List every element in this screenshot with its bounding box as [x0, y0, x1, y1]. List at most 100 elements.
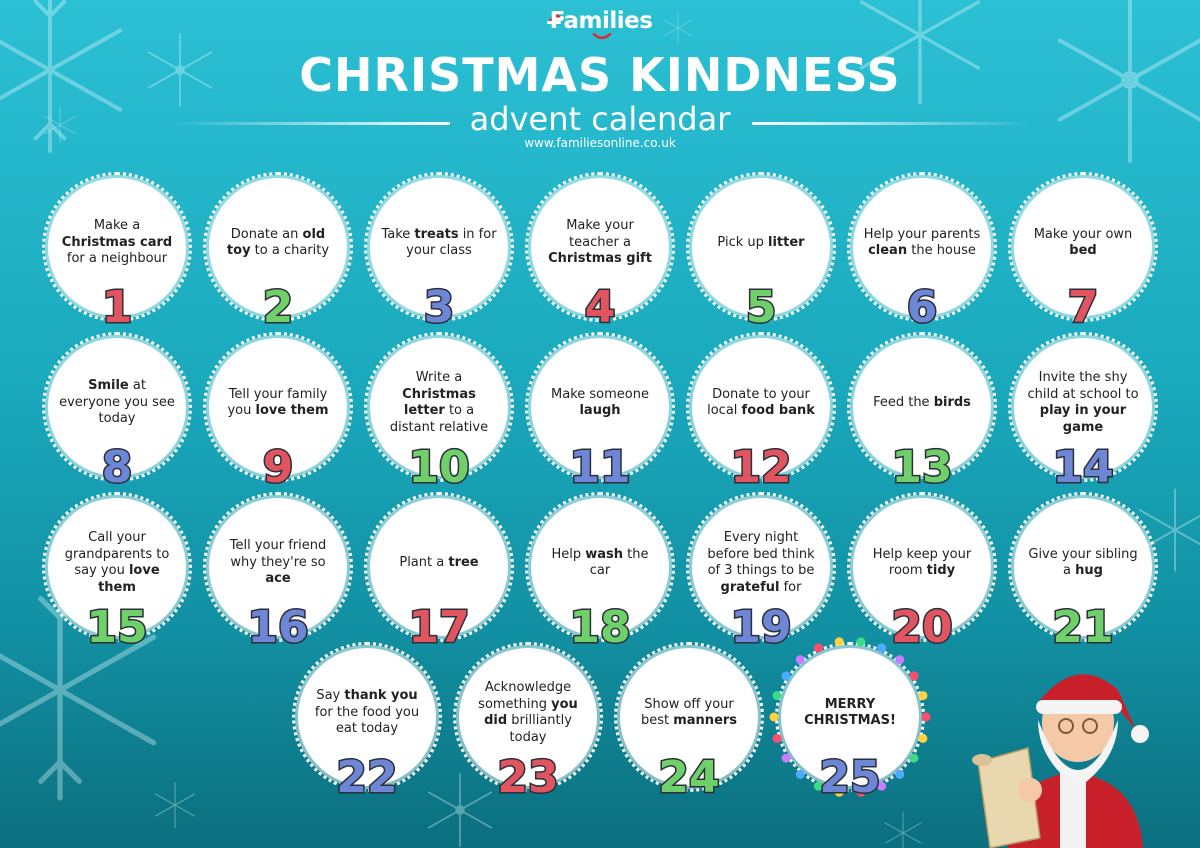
task-highlight: love them — [255, 403, 329, 418]
advent-day-3: Take treats in for your class 3 — [364, 172, 514, 338]
day-task: Tell your family you love them — [219, 360, 337, 446]
day-number: 22 — [335, 751, 399, 805]
day-number: 3 — [422, 281, 456, 335]
task-text: Take — [381, 226, 415, 242]
task-text: Pick up — [717, 234, 769, 250]
day-number: 9 — [261, 441, 295, 495]
day-circle — [525, 332, 675, 482]
advent-day-20: Help keep your room tidy 20 — [847, 492, 997, 658]
day-task: Plant a tree — [380, 520, 498, 606]
day-circle — [203, 332, 353, 482]
task-highlight: old toy — [226, 226, 326, 259]
day-circle — [292, 642, 442, 792]
day-number: 10 — [407, 441, 471, 495]
task-highlight: play in your game — [1039, 403, 1127, 435]
task-highlight: ace — [265, 571, 291, 587]
task-highlight: tree — [448, 554, 479, 570]
advent-day-5: Pick up litter 5 — [686, 172, 836, 338]
task-highlight: thank you — [344, 688, 418, 704]
day-number: 23 — [496, 751, 560, 805]
day-circle — [686, 172, 836, 322]
task-text: Say — [316, 688, 345, 704]
day-number: 25 — [818, 751, 882, 805]
task-text: Tell your family you — [227, 386, 328, 419]
day-number: 15 — [85, 601, 149, 655]
advent-day-16: Tell your friend why they're so ace 16 — [203, 492, 353, 658]
advent-day-4: Make your teacher a Christmas gift 4 — [525, 172, 675, 338]
task-highlight: MERRY CHRISTMAS! — [804, 696, 896, 729]
day-task: Give your sibling a hug — [1024, 520, 1142, 606]
day-number: 2 — [261, 281, 295, 335]
task-highlight: Christmas gift — [548, 251, 652, 267]
task-highlight: birds — [933, 394, 971, 410]
task-text: brilliantly today — [507, 713, 572, 745]
santa-illustration — [972, 674, 1149, 848]
snowflake-icon — [1057, 0, 1200, 163]
divider — [170, 122, 450, 125]
page-title: CHRISTMAS KINDNESS — [299, 48, 901, 102]
advent-day-13: Feed the birds 13 — [847, 332, 997, 498]
day-task: Write a Christmas letter to a distant re… — [380, 360, 498, 446]
day-task: Every night before bed think of 3 things… — [702, 520, 820, 606]
advent-day-21: Give your sibling a hug 21 — [1008, 492, 1158, 658]
day-circle — [847, 172, 997, 322]
task-text: Donate an — [230, 226, 303, 242]
task-text: Every night before bed think of 3 things… — [707, 530, 815, 578]
advent-day-19: Every night before bed think of 3 things… — [686, 492, 836, 658]
day-circle — [847, 492, 997, 642]
task-text: Call your grandparents to say you — [64, 530, 170, 578]
fairy-lights-icon — [769, 637, 931, 797]
day-number: 1 — [100, 281, 134, 335]
day-number: 20 — [890, 601, 954, 655]
day-number: 18 — [568, 601, 632, 655]
day-number: 13 — [890, 441, 954, 495]
advent-day-14: Invite the shy child at school to play i… — [1008, 332, 1158, 498]
day-task: Make your teacher a Christmas gift — [541, 200, 659, 286]
day-task: Help your parents clean the house — [863, 200, 981, 286]
task-text: at everyone you see today — [59, 378, 175, 427]
task-text: to a distant relative — [389, 403, 489, 435]
task-highlight: love them — [98, 563, 160, 595]
day-number: 19 — [729, 601, 793, 655]
advent-day-2: Donate an old toy to a charity 2 — [203, 172, 353, 338]
snowflake-icon — [154, 781, 196, 829]
task-text: for — [779, 579, 802, 595]
day-circle — [42, 332, 192, 482]
task-text: Help your parents — [863, 226, 981, 242]
task-highlight: grateful — [720, 579, 780, 595]
advent-day-7: Make your own bed 7 — [1008, 172, 1158, 338]
day-task: Make your own bed — [1024, 200, 1142, 286]
day-circle — [42, 492, 192, 642]
task-text: Acknowledge something — [478, 680, 572, 712]
task-highlight: tidy — [926, 563, 956, 578]
day-task: Take treats in for your class — [380, 200, 498, 286]
day-number: 14 — [1051, 441, 1115, 495]
smile-icon — [592, 33, 612, 40]
advent-day-9: Tell your family you love them 9 — [203, 332, 353, 498]
page-subtitle: advent calendar — [469, 100, 731, 138]
advent-day-1: Make a Christmas card for a neighbour 1 — [42, 172, 192, 338]
day-task: Smile at everyone you see today — [58, 360, 176, 446]
task-text: Write a — [415, 370, 463, 385]
day-task: Donate to your local food bank — [702, 360, 820, 446]
day-circle — [364, 332, 514, 482]
advent-day-23: Acknowledge something you did brilliantl… — [453, 642, 603, 808]
website-url: www.familiesonline.co.uk — [524, 136, 676, 150]
snowflake-icon — [663, 11, 693, 45]
snowflake-icon — [43, 106, 77, 144]
day-task: Help wash the car — [541, 520, 659, 606]
day-task: Help keep your room tidy — [863, 520, 981, 606]
task-highlight: food bank — [741, 403, 815, 418]
task-text: Feed the — [873, 394, 934, 410]
day-task: Make someone laugh — [541, 360, 659, 446]
task-highlight: Smile — [88, 378, 129, 394]
task-highlight: bed — [1069, 243, 1097, 258]
snowflake-icon — [147, 33, 213, 107]
advent-day-8: Smile at everyone you see today 8 — [42, 332, 192, 498]
advent-day-22: Say thank you for the food you eat today… — [292, 642, 442, 808]
advent-day-12: Donate to your local food bank 12 — [686, 332, 836, 498]
day-number: 6 — [905, 281, 939, 335]
advent-day-11: Make someone laugh 11 — [525, 332, 675, 498]
day-circle — [1008, 492, 1158, 642]
